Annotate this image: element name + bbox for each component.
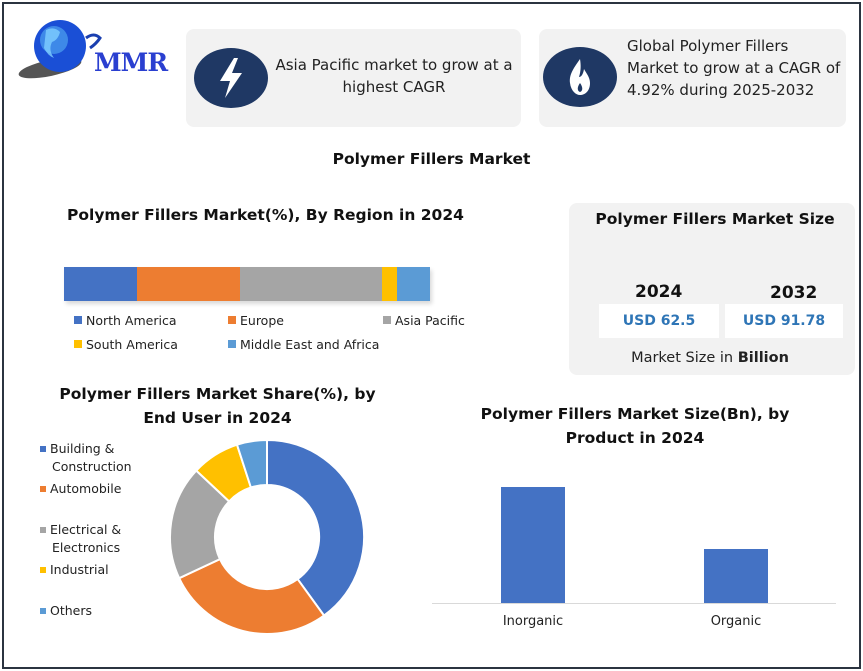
x-tick-inorganic: Inorganic <box>502 614 564 629</box>
unit-prefix: Market Size in <box>631 350 738 366</box>
main-title: Polymer Fillers Market <box>332 150 531 168</box>
highlight-card-asia-pacific: Asia Pacific market to grow at a highest… <box>186 29 521 127</box>
legend-swatch <box>40 446 46 452</box>
donut-slice-building-construction <box>266 438 365 617</box>
highlight-1-line-2: highest CAGR <box>342 78 446 96</box>
region-chart-title: Polymer Fillers Market(%), By Region in … <box>67 206 464 224</box>
mmr-logo: MMR <box>16 18 176 83</box>
legend-asia-pacific: Asia Pacific <box>383 313 465 328</box>
unit-bold: Billion <box>737 350 789 366</box>
legend-label: Middle East and Africa <box>240 337 380 352</box>
legend-label: Others <box>50 603 93 618</box>
legend-label: Europe <box>240 313 284 328</box>
legend-south-america: South America <box>74 337 178 352</box>
region-segment-europe <box>137 267 240 301</box>
highlight-text-2: Global Polymer Fillers Market to grow at… <box>627 35 847 101</box>
legend-swatch <box>40 608 46 614</box>
market-size-year-2024: 2024 <box>635 282 683 302</box>
enduser-title-line-1: Polymer Fillers Market Share(%), by <box>59 385 376 403</box>
legend-label: North America <box>86 313 177 328</box>
legend-swatch <box>74 316 82 324</box>
market-size-value-2024: USD 62.5 <box>599 304 719 338</box>
legend-label: Construction <box>52 459 132 474</box>
legend-label: Industrial <box>50 562 109 577</box>
bar-inorganic <box>501 487 565 603</box>
highlight-2-line-2: Market to grow at a CAGR of <box>627 59 841 77</box>
region-segment-south-america <box>382 267 398 301</box>
bar-organic <box>704 549 768 603</box>
legend-label: Building & <box>50 441 115 456</box>
flame-icon <box>543 47 617 107</box>
logo-text: MMR <box>94 48 168 77</box>
legend-label: Asia Pacific <box>395 313 465 328</box>
donut-slice-automobile <box>177 557 326 635</box>
market-size-title: Polymer Fillers Market Size <box>595 210 835 228</box>
legend-electrical-electronics: Electrical & Electronics <box>40 521 121 557</box>
market-size-value-2032: USD 91.78 <box>725 304 843 338</box>
region-segment-north-america <box>64 267 138 301</box>
market-size-unit: Market Size in Billion <box>597 343 823 373</box>
market-size-year-2032: 2032 <box>770 283 818 303</box>
legend-swatch <box>383 316 391 324</box>
enduser-title-line-2: End User in 2024 <box>143 409 292 427</box>
product-title-line-1: Polymer Fillers Market Size(Bn), by <box>480 405 790 423</box>
product-chart-title: Polymer Fillers Market Size(Bn), by Prod… <box>440 402 830 450</box>
legend-swatch <box>74 340 82 348</box>
legend-label: Automobile <box>50 481 122 496</box>
region-segment-middle-east-africa <box>397 267 430 301</box>
legend-swatch <box>40 567 46 573</box>
region-segment-asia-pacific <box>239 267 383 301</box>
legend-automobile: Automobile <box>40 480 121 498</box>
legend-building-construction: Building & Construction <box>40 440 132 476</box>
region-stacked-bar <box>64 267 430 301</box>
globe-icon <box>18 20 102 79</box>
legend-others: Others <box>40 602 92 620</box>
highlight-1-line-1: Asia Pacific market to grow at a <box>275 56 513 74</box>
highlight-text-1: Asia Pacific market to grow at a highest… <box>274 54 514 98</box>
legend-europe: Europe <box>228 313 284 328</box>
highlight-card-cagr: Global Polymer Fillers Market to grow at… <box>539 29 846 127</box>
legend-label: South America <box>86 337 178 352</box>
x-tick-organic: Organic <box>710 614 762 629</box>
enduser-chart-title: Polymer Fillers Market Share(%), by End … <box>40 382 395 430</box>
highlight-2-line-3: 4.92% during 2025-2032 <box>627 81 815 99</box>
highlight-2-line-1: Global Polymer Fillers <box>627 37 789 55</box>
enduser-donut-chart <box>169 438 365 635</box>
legend-swatch <box>40 527 46 533</box>
legend-swatch <box>228 316 236 324</box>
legend-label: Electronics <box>52 540 121 555</box>
legend-swatch <box>228 340 236 348</box>
x-axis-line <box>432 603 836 604</box>
product-title-line-2: Product in 2024 <box>565 429 705 447</box>
donut-slice-others <box>235 438 268 489</box>
legend-swatch <box>40 486 46 492</box>
legend-industrial: Industrial <box>40 561 109 579</box>
legend-middle-east-africa: Middle East and Africa <box>228 337 379 352</box>
lightning-bolt-icon <box>194 48 268 108</box>
legend-label: Electrical & <box>50 522 122 537</box>
legend-north-america: North America <box>74 313 177 328</box>
